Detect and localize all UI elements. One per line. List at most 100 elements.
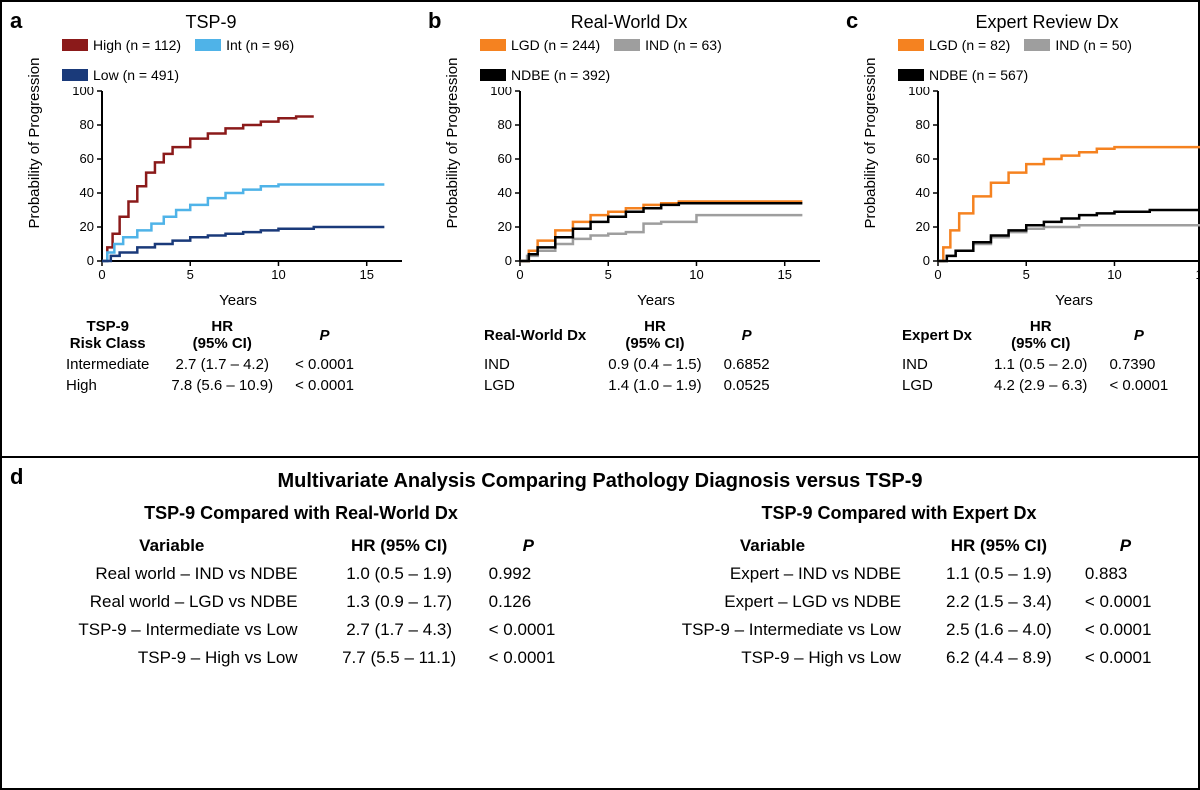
series-line — [102, 227, 384, 261]
legend-item: Int (n = 96) — [195, 37, 294, 53]
panel-d: d Multivariate Analysis Comparing Pathol… — [2, 458, 1198, 788]
panel-d-label: d — [10, 464, 23, 490]
panel-b-title: Real-World Dx — [432, 12, 826, 33]
legend-item: LGD (n = 244) — [480, 37, 600, 53]
hrtable-h2: HR (95% CI) — [984, 317, 1097, 353]
hrtable-cls: Intermediate — [56, 355, 159, 374]
ytick-label: 80 — [80, 117, 94, 132]
ytick-label: 40 — [916, 185, 930, 200]
series-line — [520, 203, 802, 261]
legend-label: IND (n = 50) — [1055, 37, 1132, 53]
hrtable-p: < 0.0001 — [285, 355, 364, 374]
xtick-label: 10 — [271, 267, 285, 282]
ytick-label: 60 — [498, 151, 512, 166]
hrtable-p: < 0.0001 — [1099, 376, 1178, 395]
dh-var: Variable — [22, 532, 322, 560]
hrtable-hr: 0.9 (0.4 – 1.5) — [598, 355, 711, 374]
legend-item: NDBE (n = 567) — [898, 67, 1028, 83]
xtick-label: 15 — [359, 267, 373, 282]
d-hr: 6.2 (4.4 – 8.9) — [925, 644, 1073, 672]
panel-a-label: a — [10, 8, 22, 34]
ytick-label: 20 — [498, 219, 512, 234]
legend-item: High (n = 112) — [62, 37, 181, 53]
legend-label: Int (n = 96) — [226, 37, 294, 53]
d-var: TSP-9 – Intermediate vs Low — [620, 616, 925, 644]
panel-d-right: TSP-9 Compared with Expert Dx VariableHR … — [620, 503, 1178, 672]
ytick-label: 40 — [498, 185, 512, 200]
d-hr: 1.0 (0.5 – 1.9) — [322, 560, 477, 588]
hrtable-p: 0.6852 — [714, 355, 780, 374]
legend-swatch — [62, 39, 88, 51]
legend-label: NDBE (n = 567) — [929, 67, 1028, 83]
ytick-label: 100 — [490, 87, 512, 98]
xtick-label: 5 — [187, 267, 194, 282]
hrtable-hr: 4.2 (2.9 – 6.3) — [984, 376, 1097, 395]
dh-hr: HR (95% CI) — [925, 532, 1073, 560]
plot-area: 020406080100051015 — [904, 87, 1200, 290]
xtick-label: 0 — [98, 267, 105, 282]
hrtable-h2: HR (95% CI) — [161, 317, 283, 353]
series-line — [102, 117, 314, 262]
xtick-label: 0 — [934, 267, 941, 282]
d-var: TSP-9 – Intermediate vs Low — [22, 616, 322, 644]
hrtable-h1: Expert Dx — [892, 317, 982, 353]
figure-container: aTSP-9 High (n = 112) Int (n = 96) Low (n =… — [0, 0, 1200, 790]
d-p: < 0.0001 — [1073, 616, 1178, 644]
hrtable-hr: 1.4 (1.0 – 1.9) — [598, 376, 711, 395]
chart-svg: 020406080100051015 — [68, 87, 408, 285]
panel-d-left: TSP-9 Compared with Real-World Dx Variabl… — [22, 503, 580, 672]
chart-svg: 020406080100051015 — [904, 87, 1200, 285]
plot-area: 020406080100051015 — [68, 87, 408, 290]
hrtable-cls: High — [56, 376, 159, 395]
panel-a-title: TSP-9 — [14, 12, 408, 33]
xtick-label: 15 — [777, 267, 791, 282]
xlabel: Years — [68, 292, 408, 309]
xtick-label: 5 — [605, 267, 612, 282]
panel-c: cExpert Review DxLGD (n = 82)IND (n = 50… — [838, 2, 1200, 456]
hrtable-cls: IND — [892, 355, 982, 374]
ytick-label: 0 — [87, 253, 94, 268]
ylabel: Probability of Progression — [444, 58, 461, 229]
panel-a-legend: High (n = 112) Int (n = 96) Low (n = 491) — [62, 37, 408, 83]
ytick-label: 20 — [80, 219, 94, 234]
hrtable-p: < 0.0001 — [285, 376, 364, 395]
legend-swatch — [195, 39, 221, 51]
dh-var: Variable — [620, 532, 925, 560]
ytick-label: 100 — [908, 87, 930, 98]
hrtable-cls: LGD — [474, 376, 596, 395]
ytick-label: 80 — [498, 117, 512, 132]
legend-label: LGD (n = 244) — [511, 37, 600, 53]
d-hr: 7.7 (5.5 – 11.1) — [322, 644, 477, 672]
legend-swatch — [480, 69, 506, 81]
d-hr: 1.3 (0.9 – 1.7) — [322, 588, 477, 616]
xlabel: Years — [904, 292, 1200, 309]
d-p: < 0.0001 — [477, 616, 580, 644]
d-left-subtitle: TSP-9 Compared with Real-World Dx — [22, 503, 580, 524]
panel-b-label: b — [428, 8, 441, 34]
d-var: Expert – LGD vs NDBE — [620, 588, 925, 616]
d-var: Real world – LGD vs NDBE — [22, 588, 322, 616]
xtick-label: 15 — [1195, 267, 1200, 282]
legend-item: Low (n = 491) — [62, 67, 179, 83]
hrtable-h1: TSP-9 Risk Class — [56, 317, 159, 353]
d-right-table: VariableHR (95% CI)PExpert – IND vs NDBE… — [620, 532, 1178, 672]
d-p: < 0.0001 — [1073, 588, 1178, 616]
panel-b-legend: LGD (n = 244) IND (n = 63)NDBE (n = 392) — [480, 37, 826, 83]
d-p: 0.883 — [1073, 560, 1178, 588]
charts-row: aTSP-9 High (n = 112) Int (n = 96) Low (n =… — [2, 2, 1198, 458]
xtick-label: 10 — [1107, 267, 1121, 282]
ylabel: Probability of Progression — [862, 58, 879, 229]
legend-item: IND (n = 50) — [1024, 37, 1132, 53]
d-right-subtitle: TSP-9 Compared with Expert Dx — [620, 503, 1178, 524]
series-line — [938, 210, 1200, 261]
hrtable-hr: 1.1 (0.5 – 2.0) — [984, 355, 1097, 374]
legend-item: LGD (n = 82) — [898, 37, 1010, 53]
panel-c-legend: LGD (n = 82) IND (n = 50) NDBE (n = 567) — [898, 37, 1200, 83]
d-hr: 2.5 (1.6 – 4.0) — [925, 616, 1073, 644]
plot-area: 020406080100051015 — [486, 87, 826, 290]
dh-p: P — [1073, 532, 1178, 560]
legend-item: NDBE (n = 392) — [480, 67, 610, 83]
ytick-label: 0 — [505, 253, 512, 268]
d-p: < 0.0001 — [1073, 644, 1178, 672]
legend-item: IND (n = 63) — [614, 37, 722, 53]
